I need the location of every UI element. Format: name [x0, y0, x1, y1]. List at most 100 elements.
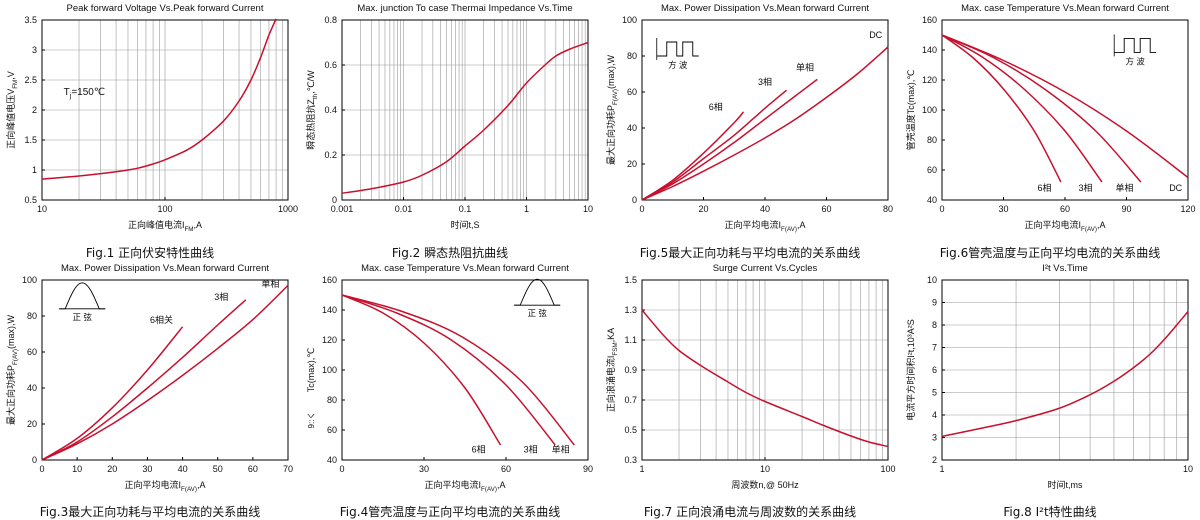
- annotation: Tj=150℃: [64, 87, 105, 100]
- chart-panel-fig5: Max. Power Dissipation Vs.Mean forward C…: [600, 0, 900, 260]
- series-label: 单相: [796, 61, 814, 72]
- chart-fig2: Max. junction To case Thermai Impedance …: [305, 3, 593, 230]
- x-axis-label: 正向平均电流IF(AV),A: [124, 479, 205, 493]
- x-tick-label: 40: [178, 464, 188, 474]
- chart-title: Max. Power Dissipation Vs.Mean forward C…: [661, 3, 869, 14]
- series-label: 6相: [472, 444, 486, 455]
- y-tick-label: 2: [32, 105, 37, 115]
- x-tick-label: 10: [72, 464, 82, 474]
- x-tick-label: 60: [501, 464, 511, 474]
- y-axis-label: 瞬态热阻抗Zth,℃/W: [305, 70, 319, 150]
- y-tick-label: 40: [327, 455, 337, 465]
- series-line-3: [341, 294, 575, 446]
- series-line-4: [641, 46, 889, 201]
- grid: [42, 20, 288, 200]
- x-tick-label: 0: [939, 204, 944, 214]
- y-tick-label: 20: [627, 159, 637, 169]
- y-tick-label: 60: [27, 347, 37, 357]
- series-line-1: [41, 326, 184, 461]
- caption-fig1: Fig.1 正向伏安特性曲线: [85, 246, 215, 260]
- x-tick-label: 20: [107, 464, 117, 474]
- chart-panel-fig2: Max. junction To case Thermai Impedance …: [300, 0, 600, 260]
- x-tick-label: 30: [142, 464, 152, 474]
- caption-fig8: Fig.8 I²t特性曲线: [1003, 505, 1097, 519]
- chart-panel-fig3: Max. Power Dissipation Vs.Mean forward C…: [0, 260, 300, 520]
- chart-panel-fig8: I²t Vs.Time 1 10 2 3 4 5 6 7 8 9 10 时间t,ms 电流平方时间积I²t…: [900, 260, 1200, 520]
- series-line-2: [341, 294, 556, 446]
- x-tick-label: 70: [283, 464, 293, 474]
- series-label: 3相: [1078, 182, 1092, 193]
- y-tick-label: 0: [32, 455, 37, 465]
- y-tick-label: 0.3: [624, 455, 637, 465]
- chart-fig6: Max. case Temperature Vs.Mean forward Cu…: [905, 3, 1196, 233]
- chart-fig8: I²t Vs.Time 1 10 2 3 4 5 6 7 8 9 10 时间t,ms 电流平方时间积I²t…: [905, 263, 1193, 490]
- chart-title: Max. case Temperature Vs.Mean forward Cu…: [361, 263, 569, 274]
- series-line-1: [341, 294, 502, 446]
- x-axis-label: 正向平均电流IF(AV),A: [724, 219, 805, 233]
- chart-fig5: Max. Power Dissipation Vs.Mean forward C…: [605, 3, 893, 233]
- caption-fig3: Fig.3最大正向功耗与平均电流的关系曲线: [39, 505, 261, 519]
- chart-panel-fig1: Peak forward Voltage Vs.Peak forward Cur…: [0, 0, 300, 260]
- chart-panel-fig6: Max. case Temperature Vs.Mean forward Cu…: [900, 0, 1200, 260]
- series-line-1: [641, 111, 745, 201]
- series-label: 6相: [709, 101, 723, 112]
- y-axis-label: 电流平方时间积I²t,10³A²S: [905, 319, 916, 421]
- x-tick-label: 100: [880, 464, 895, 474]
- y-tick-label: 20: [27, 419, 37, 429]
- x-tick-label: 100: [157, 204, 172, 214]
- chart-title: Surge Current Vs.Cycles: [713, 263, 818, 274]
- y-tick-label: 1.5: [624, 275, 637, 285]
- x-tick-label: 0.001: [331, 204, 354, 214]
- series-line-1: [41, 18, 277, 180]
- y-tick-label: 7: [932, 343, 937, 353]
- waveform-inset: 正 弦: [514, 278, 561, 318]
- caption-fig2: Fig.2 瞬态热阻抗曲线: [391, 246, 509, 260]
- y-tick-label: 6: [932, 365, 937, 375]
- y-tick-label: 9: [932, 298, 937, 308]
- y-tick-label: 0.6: [324, 60, 337, 70]
- series-label: 3相: [758, 76, 772, 87]
- y-tick-label: 4: [932, 410, 937, 420]
- y-tick-label: 1: [32, 165, 37, 175]
- y-tick-label: 0: [332, 195, 337, 205]
- x-tick-label: 120: [1180, 204, 1195, 214]
- x-tick-label: 10: [1183, 464, 1193, 474]
- y-tick-label: 100: [22, 275, 37, 285]
- waveform-inset: 方 波: [1113, 34, 1157, 66]
- series-label: 6相: [1037, 182, 1051, 193]
- series-line-4: [941, 34, 1189, 179]
- x-tick-label: 20: [698, 204, 708, 214]
- series-label: 3相: [524, 444, 538, 455]
- caption-fig7: Fig.7 正向浪涌电流与周波数的关系曲线: [643, 505, 857, 519]
- x-tick-label: 90: [1121, 204, 1131, 214]
- y-tick-label: 160: [322, 275, 337, 285]
- x-axis-label: 时间t,S: [450, 219, 479, 230]
- series-label: 单相: [1115, 182, 1133, 193]
- y-axis-label: 最大正向功耗PF(AV)(max),W: [5, 315, 19, 425]
- x-tick-label: 90: [583, 464, 593, 474]
- y-axis-label-secondary: 9::く: [307, 412, 316, 429]
- x-tick-label: 10: [37, 204, 47, 214]
- x-tick-label: 30: [998, 204, 1008, 214]
- y-tick-label: 3: [32, 45, 37, 55]
- x-tick-label: 0.01: [395, 204, 413, 214]
- y-tick-label: 1.3: [624, 305, 637, 315]
- y-tick-label: 120: [922, 75, 937, 85]
- waveform-inset: 正 弦: [59, 282, 106, 322]
- chart-panel-fig4: Max. case Temperature Vs.Mean forward Cu…: [300, 260, 600, 520]
- y-tick-label: 40: [627, 123, 637, 133]
- chart-fig4: Max. case Temperature Vs.Mean forward Cu…: [306, 263, 593, 493]
- x-tick-label: 0: [39, 464, 44, 474]
- series-label: 单相: [552, 444, 570, 455]
- y-tick-label: 120: [322, 335, 337, 345]
- square-wave-icon: [1114, 37, 1157, 53]
- y-tick-label: 0.7: [624, 395, 637, 405]
- series-label: DC: [869, 30, 882, 40]
- series-line-1: [941, 34, 1062, 183]
- y-tick-label: 100: [322, 365, 337, 375]
- y-tick-label: 8: [932, 320, 937, 330]
- series-label: DC: [1169, 183, 1182, 193]
- y-tick-label: 60: [627, 87, 637, 97]
- x-axis-label: 正向平均电流IF(AV),A: [1024, 219, 1105, 233]
